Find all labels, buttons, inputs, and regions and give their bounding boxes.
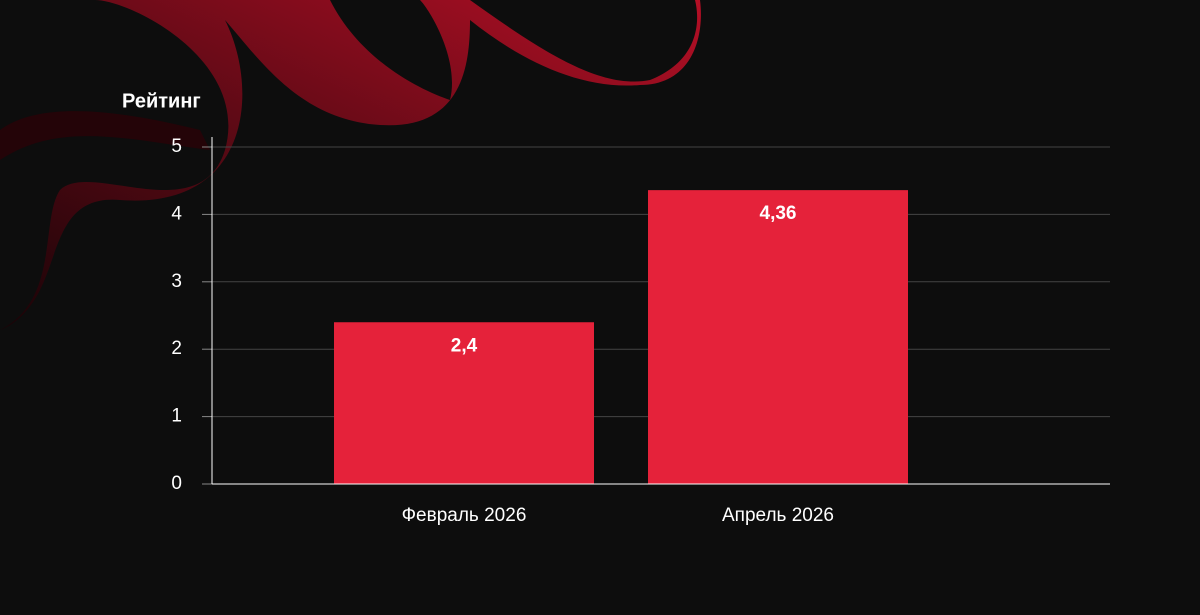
y-tick-label: 0 [171,473,182,494]
value-label: 2,4 [451,335,478,356]
value-label: 4,36 [760,203,797,224]
y-axis-title: Рейтинг [122,90,201,112]
bar [334,322,594,484]
y-tick-label: 2 [171,338,182,359]
decorative-swoosh [0,111,210,160]
bar [648,190,908,485]
y-tick-label: 5 [171,136,182,157]
x-tick-label: Февраль 2026 [402,505,527,526]
x-tick-label: Апрель 2026 [722,505,834,526]
y-tick-label: 3 [171,271,182,292]
y-tick-label: 4 [171,203,182,224]
y-tick-label: 1 [171,406,182,427]
decorative-swoosh [0,0,701,330]
